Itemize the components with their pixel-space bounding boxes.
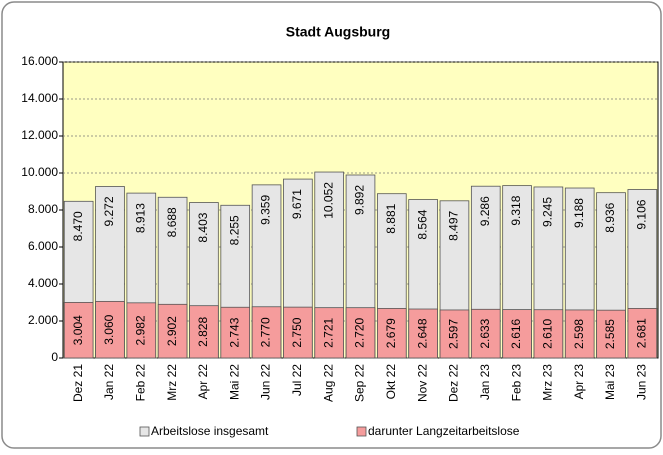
y-tick-label: 10.000: [21, 165, 58, 179]
value-label: 9.892: [353, 185, 367, 215]
x-tick-label: Jan 23: [478, 364, 492, 400]
value-label: 8.403: [196, 212, 210, 242]
value-label: 2.828: [196, 317, 210, 347]
bar: [596, 309, 626, 359]
legend-label: Arbeitslose insgesamt: [151, 424, 269, 438]
x-tick-label: Dez 22: [447, 364, 461, 402]
value-label: 2.648: [415, 318, 429, 348]
bar: [95, 300, 125, 359]
value-label: 2.633: [478, 318, 492, 348]
x-tick-label: Jul 22: [290, 364, 304, 396]
value-label: 8.497: [447, 210, 461, 240]
x-tick-label: Mrz 23: [541, 364, 555, 401]
x-tick-label: Feb 22: [133, 364, 147, 402]
x-tick-label: Jun 23: [635, 364, 649, 400]
value-label: 2.610: [541, 319, 555, 349]
value-label: 2.902: [165, 316, 179, 346]
value-label: 2.597: [447, 319, 461, 349]
bar: [439, 309, 470, 359]
value-label: 3.060: [102, 314, 116, 344]
x-tick-label: Sep 22: [353, 364, 367, 402]
value-label: 2.720: [353, 318, 367, 348]
x-tick-label: Nov 22: [415, 364, 429, 402]
bar: [126, 302, 157, 359]
x-tick-label: Mai 22: [227, 364, 241, 400]
value-label: 2.721: [321, 317, 335, 347]
bar: [533, 309, 564, 359]
x-tick-label: Jan 22: [102, 364, 116, 400]
x-tick-label: Aug 22: [321, 364, 335, 402]
bar: [470, 308, 501, 359]
value-label: 8.688: [165, 207, 179, 237]
y-tick-label: 2.000: [28, 313, 58, 327]
bar: [314, 307, 344, 359]
legend-swatch: [139, 426, 150, 437]
value-label: 2.743: [227, 317, 241, 347]
bar: [502, 309, 532, 359]
y-tick-label: 6.000: [28, 239, 58, 253]
y-tick-label: 4.000: [28, 276, 58, 290]
bar: [377, 308, 407, 359]
y-tick-label: 16.000: [21, 54, 58, 68]
x-tick-label: Mrz 22: [165, 364, 179, 401]
value-label: 2.679: [384, 318, 398, 348]
value-label: 8.255: [227, 215, 241, 245]
bar: [157, 303, 188, 359]
value-label: 10.052: [321, 182, 335, 219]
y-tick-label: 0: [51, 350, 58, 364]
value-label: 2.770: [259, 317, 273, 347]
value-label: 8.913: [133, 203, 147, 233]
bar: [220, 306, 251, 359]
value-label: 2.750: [290, 317, 304, 347]
x-tick-label: Apr 22: [196, 364, 210, 400]
value-label: 9.188: [572, 198, 586, 228]
value-label: 8.936: [603, 202, 617, 232]
legend-label: darunter Langzeitarbeitslose: [368, 424, 520, 438]
value-label: 9.359: [259, 195, 273, 225]
y-tick-label: 12.000: [21, 128, 58, 142]
y-tick-label: 8.000: [28, 202, 58, 216]
value-label: 3.004: [71, 315, 85, 345]
bar: [189, 305, 219, 359]
value-label: 9.245: [541, 197, 555, 227]
bar: [283, 306, 313, 359]
y-tick-label: 14.000: [21, 91, 58, 105]
value-label: 8.564: [415, 209, 429, 239]
value-label: 2.598: [572, 319, 586, 349]
x-tick-label: Feb 23: [509, 364, 523, 402]
value-label: 9.272: [102, 196, 116, 226]
value-label: 2.585: [603, 319, 617, 349]
value-label: 9.106: [635, 199, 649, 229]
value-label: 2.982: [133, 315, 147, 345]
value-label: 9.318: [509, 195, 523, 225]
bar: [251, 306, 282, 359]
x-tick-label: Apr 23: [572, 364, 586, 400]
chart-title: Stadt Augsburg: [286, 24, 390, 40]
value-label: 8.881: [384, 203, 398, 233]
value-label: 2.681: [635, 318, 649, 348]
legend-swatch: [356, 426, 367, 437]
value-label: 2.616: [509, 318, 523, 348]
value-label: 8.470: [71, 211, 85, 241]
bar: [63, 302, 94, 359]
x-tick-label: Jun 22: [259, 364, 273, 400]
bar: [408, 308, 438, 359]
value-label: 9.671: [290, 189, 304, 219]
x-tick-label: Dez 21: [71, 364, 85, 402]
value-label: 9.286: [478, 196, 492, 226]
x-tick-label: Mai 23: [603, 364, 617, 400]
bar: [564, 309, 595, 359]
x-tick-label: Okt 22: [384, 364, 398, 400]
bar: [627, 308, 658, 359]
bar: [345, 307, 376, 359]
